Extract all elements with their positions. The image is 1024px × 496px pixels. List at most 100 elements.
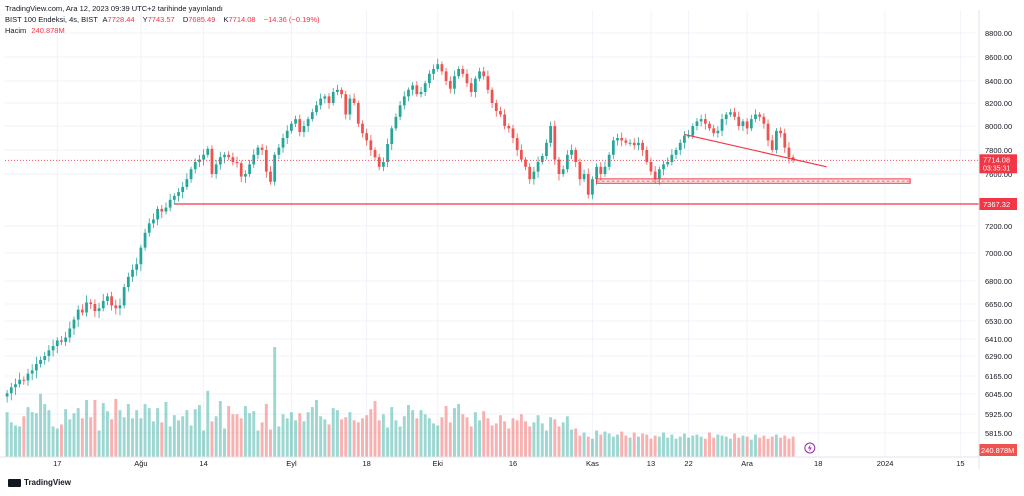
candle-body[interactable] [683, 135, 686, 143]
candle-body[interactable] [737, 116, 741, 126]
candle-body[interactable] [110, 296, 113, 306]
candle-body[interactable] [181, 186, 185, 193]
candle-body[interactable] [55, 340, 59, 347]
candle-body[interactable] [578, 162, 582, 180]
candle-body[interactable] [766, 123, 770, 141]
candle-body[interactable] [662, 164, 665, 170]
candle-body[interactable] [394, 116, 398, 129]
candle-body[interactable] [89, 302, 93, 304]
candle-body[interactable] [260, 147, 264, 150]
candle-body[interactable] [76, 309, 80, 320]
candle-body[interactable] [135, 264, 139, 270]
candle-body[interactable] [306, 119, 310, 126]
candle-body[interactable] [499, 111, 502, 115]
candle-body[interactable] [745, 121, 749, 129]
candle-body[interactable] [503, 114, 507, 127]
candle-body[interactable] [398, 105, 402, 117]
candle-body[interactable] [51, 346, 55, 351]
candle-body[interactable] [473, 78, 477, 92]
candle-body[interactable] [118, 305, 122, 309]
candle-body[interactable] [30, 370, 34, 374]
candle-body[interactable] [453, 76, 456, 89]
candle-body[interactable] [281, 138, 285, 148]
candle-body[interactable] [361, 123, 364, 134]
candle-body[interactable] [147, 223, 151, 233]
candle-body[interactable] [524, 159, 527, 167]
candle-body[interactable] [536, 162, 540, 172]
candle-body[interactable] [231, 157, 235, 162]
candle-body[interactable] [185, 179, 189, 187]
candle-body[interactable] [494, 103, 498, 112]
candle-body[interactable] [532, 171, 536, 180]
candle-body[interactable] [172, 195, 176, 200]
candle-body[interactable] [695, 121, 699, 126]
candle-body[interactable] [549, 126, 553, 143]
candle-body[interactable] [570, 150, 573, 155]
candle-body[interactable] [365, 133, 369, 141]
candle-body[interactable] [369, 140, 373, 150]
candle-body[interactable] [285, 130, 289, 138]
candle-body[interactable] [611, 140, 615, 155]
candle-body[interactable] [528, 166, 532, 180]
candle-body[interactable] [729, 112, 732, 115]
candle-body[interactable] [210, 148, 214, 174]
candle-body[interactable] [177, 192, 180, 196]
candle-body[interactable] [469, 83, 473, 92]
candle-body[interactable] [787, 147, 791, 158]
candle-body[interactable] [139, 247, 143, 265]
candle-body[interactable] [277, 147, 281, 155]
candle-body[interactable] [227, 154, 231, 158]
candle-body[interactable] [641, 142, 644, 150]
candle-body[interactable] [340, 89, 343, 95]
candle-body[interactable] [193, 162, 197, 170]
candle-body[interactable] [762, 116, 766, 124]
candle-body[interactable] [511, 128, 515, 138]
candle-body[interactable] [657, 169, 661, 180]
candle-body[interactable] [423, 83, 427, 92]
candle-body[interactable] [595, 166, 598, 180]
candle-body[interactable] [720, 119, 724, 131]
candle-body[interactable] [352, 98, 356, 103]
candle-body[interactable] [632, 142, 636, 146]
candle-body[interactable] [156, 208, 159, 220]
candle-body[interactable] [131, 269, 134, 277]
candle-body[interactable] [356, 103, 360, 124]
candle-body[interactable] [327, 96, 331, 103]
candle-body[interactable] [557, 159, 561, 174]
candle-body[interactable] [565, 154, 569, 170]
candle-body[interactable] [202, 154, 205, 160]
candle-body[interactable] [582, 174, 586, 180]
candle-body[interactable] [624, 140, 628, 143]
candle-body[interactable] [14, 384, 17, 388]
candle-body[interactable] [461, 69, 465, 74]
candle-body[interactable] [749, 119, 753, 129]
candle-body[interactable] [164, 207, 168, 212]
candle-body[interactable] [218, 157, 222, 165]
candle-body[interactable] [415, 85, 419, 95]
candle-body[interactable] [432, 69, 435, 74]
candle-body[interactable] [93, 304, 97, 312]
candle-body[interactable] [645, 150, 649, 162]
candle-body[interactable] [168, 199, 172, 208]
candle-body[interactable] [22, 379, 26, 381]
candle-body[interactable] [691, 126, 695, 136]
candle-body[interactable] [302, 126, 306, 132]
candle-body[interactable] [239, 163, 243, 177]
candle-body[interactable] [616, 138, 619, 141]
candle-body[interactable] [444, 71, 448, 81]
candle-body[interactable] [68, 328, 72, 338]
candle-body[interactable] [758, 114, 762, 117]
candle-body[interactable] [770, 140, 774, 150]
candle-body[interactable] [591, 179, 594, 195]
candle-body[interactable] [427, 73, 431, 84]
candle-body[interactable] [72, 319, 76, 329]
candle-body[interactable] [319, 98, 323, 106]
candle-body[interactable] [599, 166, 603, 174]
candle-body[interactable] [603, 166, 607, 174]
candle-body[interactable] [411, 85, 415, 90]
candle-body[interactable] [273, 154, 277, 182]
candle-body[interactable] [315, 105, 318, 113]
candle-body[interactable] [733, 112, 736, 117]
candle-body[interactable] [39, 360, 42, 364]
candle-body[interactable] [386, 144, 389, 162]
